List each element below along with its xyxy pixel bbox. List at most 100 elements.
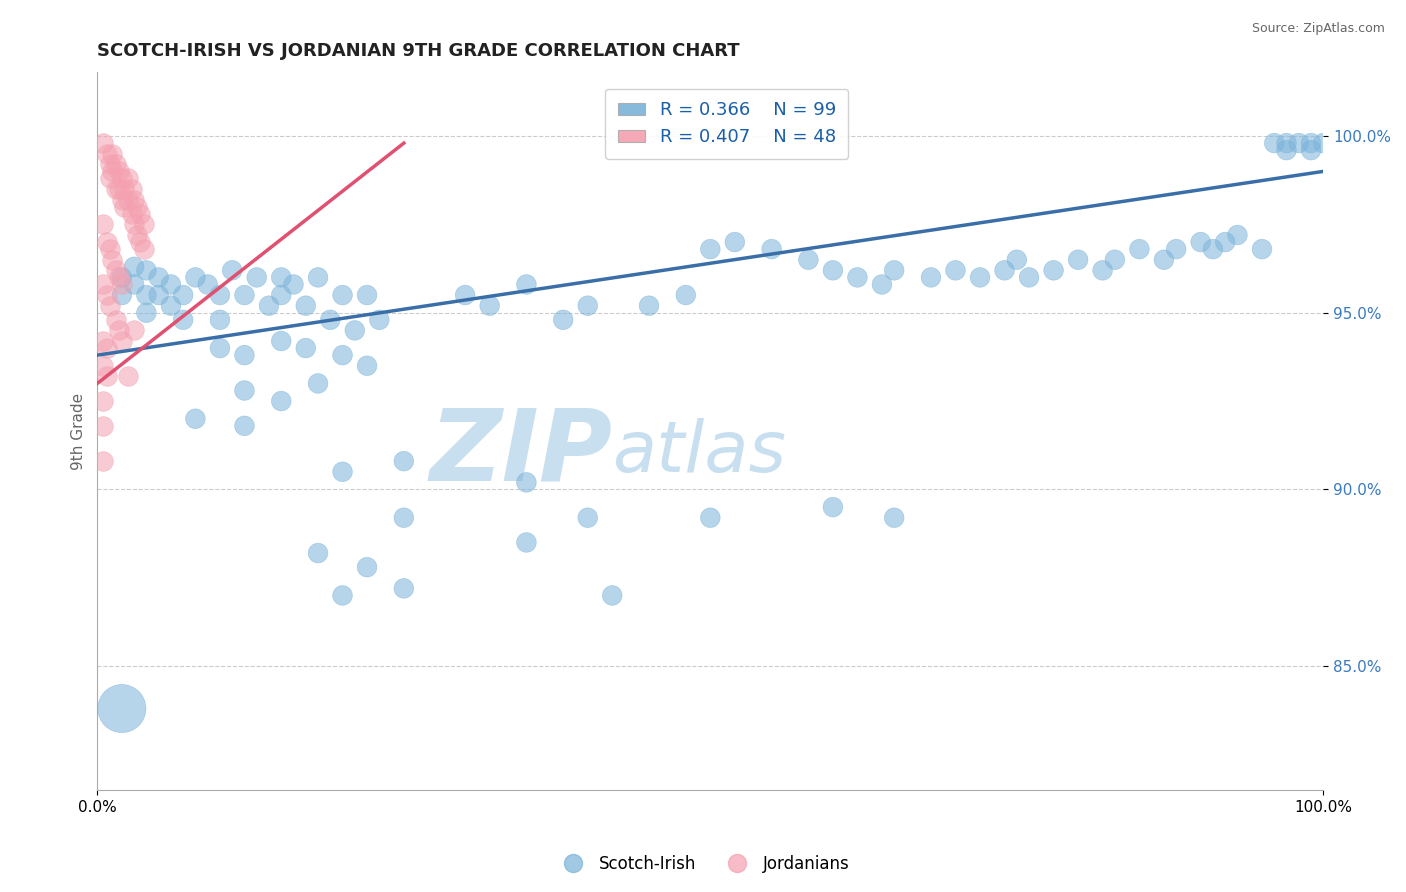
Point bbox=[307, 546, 329, 560]
Point bbox=[122, 218, 145, 232]
Text: ZIP: ZIP bbox=[429, 404, 612, 501]
Point bbox=[98, 157, 121, 171]
Point bbox=[821, 500, 844, 515]
Point bbox=[332, 348, 354, 362]
Point bbox=[172, 313, 194, 327]
Point bbox=[270, 288, 292, 302]
Point bbox=[1202, 242, 1225, 256]
Point bbox=[1251, 242, 1274, 256]
Point bbox=[108, 323, 131, 337]
Point bbox=[111, 193, 134, 207]
Point bbox=[148, 270, 170, 285]
Point bbox=[392, 582, 415, 596]
Point bbox=[270, 334, 292, 348]
Point bbox=[969, 270, 991, 285]
Point bbox=[104, 313, 127, 327]
Point bbox=[112, 200, 135, 214]
Point bbox=[246, 270, 269, 285]
Point bbox=[368, 313, 391, 327]
Point bbox=[343, 323, 366, 337]
Point bbox=[96, 341, 118, 355]
Point bbox=[108, 270, 131, 285]
Point bbox=[821, 263, 844, 277]
Legend: Scotch-Irish, Jordanians: Scotch-Irish, Jordanians bbox=[550, 848, 856, 880]
Point bbox=[221, 263, 243, 277]
Point bbox=[135, 306, 157, 320]
Point bbox=[1042, 263, 1064, 277]
Point bbox=[515, 277, 537, 292]
Point bbox=[101, 146, 124, 161]
Point bbox=[129, 235, 152, 249]
Point bbox=[117, 193, 139, 207]
Legend: R = 0.366    N = 99, R = 0.407    N = 48: R = 0.366 N = 99, R = 0.407 N = 48 bbox=[606, 88, 848, 159]
Point bbox=[553, 313, 575, 327]
Point bbox=[600, 589, 623, 603]
Point bbox=[920, 270, 942, 285]
Y-axis label: 9th Grade: 9th Grade bbox=[72, 392, 86, 470]
Point bbox=[184, 411, 207, 425]
Point bbox=[93, 277, 115, 292]
Point bbox=[104, 263, 127, 277]
Point bbox=[117, 369, 139, 384]
Point bbox=[122, 193, 145, 207]
Point bbox=[121, 182, 143, 196]
Point bbox=[945, 263, 967, 277]
Point bbox=[1166, 242, 1188, 256]
Point bbox=[184, 270, 207, 285]
Point bbox=[108, 164, 131, 178]
Point bbox=[1275, 143, 1298, 157]
Point bbox=[270, 394, 292, 409]
Point bbox=[111, 701, 134, 715]
Point bbox=[117, 171, 139, 186]
Point bbox=[1128, 242, 1150, 256]
Point bbox=[1213, 235, 1236, 249]
Point bbox=[93, 418, 115, 433]
Point bbox=[1299, 136, 1322, 150]
Point bbox=[125, 200, 148, 214]
Point bbox=[478, 299, 501, 313]
Point bbox=[307, 270, 329, 285]
Point bbox=[332, 465, 354, 479]
Point bbox=[233, 384, 256, 398]
Point bbox=[135, 263, 157, 277]
Point bbox=[294, 341, 316, 355]
Point bbox=[111, 334, 134, 348]
Point bbox=[576, 299, 599, 313]
Point bbox=[172, 288, 194, 302]
Point bbox=[208, 313, 231, 327]
Point bbox=[1067, 252, 1090, 267]
Point bbox=[111, 270, 134, 285]
Point bbox=[356, 288, 378, 302]
Point bbox=[846, 270, 869, 285]
Point bbox=[122, 323, 145, 337]
Point bbox=[332, 589, 354, 603]
Point bbox=[160, 277, 183, 292]
Point bbox=[870, 277, 893, 292]
Point bbox=[356, 560, 378, 574]
Point bbox=[1153, 252, 1175, 267]
Point bbox=[515, 475, 537, 490]
Point bbox=[1005, 252, 1028, 267]
Point bbox=[233, 418, 256, 433]
Point bbox=[294, 299, 316, 313]
Point bbox=[761, 242, 783, 256]
Point bbox=[122, 277, 145, 292]
Text: Source: ZipAtlas.com: Source: ZipAtlas.com bbox=[1251, 22, 1385, 36]
Point bbox=[233, 288, 256, 302]
Point bbox=[257, 299, 280, 313]
Point bbox=[1288, 136, 1310, 150]
Point bbox=[93, 359, 115, 373]
Point bbox=[319, 313, 342, 327]
Point bbox=[160, 299, 183, 313]
Point bbox=[111, 288, 134, 302]
Point bbox=[392, 454, 415, 468]
Point bbox=[111, 277, 134, 292]
Point bbox=[125, 227, 148, 242]
Point bbox=[96, 235, 118, 249]
Point bbox=[1263, 136, 1285, 150]
Point bbox=[93, 218, 115, 232]
Point bbox=[121, 207, 143, 221]
Point bbox=[1091, 263, 1114, 277]
Point bbox=[332, 288, 354, 302]
Point bbox=[1104, 252, 1126, 267]
